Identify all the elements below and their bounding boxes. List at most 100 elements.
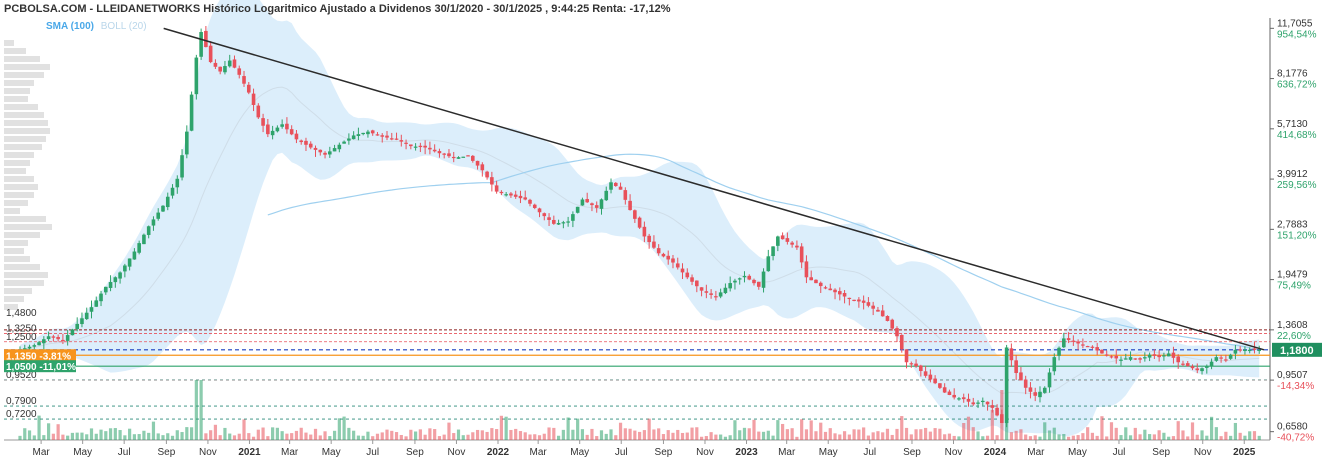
volume-bar xyxy=(757,431,761,440)
volume-bar xyxy=(1209,416,1214,440)
volume-bar xyxy=(108,428,113,440)
volume-profile-bar xyxy=(4,120,48,126)
volume-bar xyxy=(962,422,966,440)
candle-body xyxy=(146,226,151,235)
candle-body xyxy=(270,130,275,136)
volume-bar xyxy=(56,424,60,440)
volume-bar xyxy=(285,433,289,440)
volume-bar xyxy=(952,435,956,440)
volume-bar xyxy=(919,429,923,440)
level-tags: 1,1350 -3,81%1,0500 -11,01% xyxy=(4,349,76,373)
candle-body xyxy=(985,401,990,405)
volume-bar xyxy=(862,427,866,440)
candle-body xyxy=(389,138,394,140)
y-tick-pct: 22,60% xyxy=(1277,331,1311,342)
volume-bar xyxy=(375,433,380,440)
candle-body xyxy=(1238,349,1242,351)
volume-bar xyxy=(371,436,375,440)
candle-body xyxy=(1023,379,1028,388)
level-tag-label: 1,1350 -3,81% xyxy=(6,351,71,362)
candle-body xyxy=(175,178,180,188)
left-level-label: 1,2500 xyxy=(6,332,37,343)
trendline[interactable] xyxy=(163,27,1265,351)
volume-bar xyxy=(985,435,990,440)
volume-bar xyxy=(404,436,408,440)
volume-bar xyxy=(966,416,971,440)
volume-bar xyxy=(699,436,704,440)
x-tick-label: May xyxy=(73,447,92,458)
candle-body xyxy=(928,374,933,380)
volume-bar xyxy=(923,427,928,440)
candle-body xyxy=(590,203,594,206)
volume-bar xyxy=(156,433,160,440)
x-tick-label: Sep xyxy=(1152,447,1170,458)
volume-bar xyxy=(633,430,637,440)
candle-body xyxy=(451,156,456,159)
volume-bar xyxy=(866,435,870,440)
candle-body xyxy=(328,151,332,155)
volume-profile-bar xyxy=(4,128,50,134)
candle-body xyxy=(633,210,637,219)
volume-bar xyxy=(604,433,608,440)
volume-bar xyxy=(523,432,527,440)
candle-body xyxy=(447,153,451,157)
volume-bar xyxy=(547,427,551,440)
volume-bar xyxy=(366,431,370,440)
candle-body xyxy=(1033,392,1038,396)
volume-bar xyxy=(690,427,694,440)
candle-body xyxy=(733,280,737,283)
volume-profile-bar xyxy=(4,160,30,166)
volume-bar xyxy=(1176,421,1180,440)
volume-bar xyxy=(1233,422,1238,440)
candle-body xyxy=(1076,341,1080,344)
volume-bar xyxy=(595,436,599,440)
candle-body xyxy=(671,258,675,263)
candle-body xyxy=(1147,354,1152,358)
x-tick-label: Nov xyxy=(199,447,217,458)
x-tick-label: Nov xyxy=(448,447,466,458)
volume-bar xyxy=(1047,430,1052,440)
candle-body xyxy=(165,196,170,208)
volume-bar xyxy=(380,432,384,440)
candle-body xyxy=(351,135,356,140)
legend-sma[interactable]: SMA (100) xyxy=(46,21,94,32)
volume-profile-bar xyxy=(4,80,34,86)
volume-bar xyxy=(585,434,589,440)
volume-bar xyxy=(742,427,747,440)
volume-bar xyxy=(466,434,470,440)
volume-bar xyxy=(847,434,851,440)
volume-bar xyxy=(900,416,904,440)
candle-body xyxy=(776,236,780,246)
candle-body xyxy=(761,271,766,288)
volume-bar xyxy=(1009,432,1013,440)
candle-body xyxy=(232,59,237,68)
volume-bar xyxy=(61,434,65,440)
volume-bar xyxy=(1038,436,1042,440)
legend-boll[interactable]: BOLL (20) xyxy=(100,21,147,32)
candle-body xyxy=(494,185,499,192)
candle-body xyxy=(1195,368,1200,371)
candle-body xyxy=(871,305,875,309)
volume-bar xyxy=(871,432,875,440)
candle-body xyxy=(561,222,566,224)
candle-body xyxy=(914,363,918,367)
volume-profile-bar xyxy=(4,104,38,110)
volume-bar xyxy=(947,433,952,440)
candle-body xyxy=(847,297,852,300)
candle-body xyxy=(1243,349,1247,352)
candle-body xyxy=(61,339,65,342)
volume-bar xyxy=(1219,436,1223,440)
volume-profile-bar xyxy=(4,304,18,310)
candle-body xyxy=(142,234,146,245)
candle-body xyxy=(1252,348,1257,350)
candle-body xyxy=(756,281,761,287)
volume-bar xyxy=(1066,436,1071,440)
volume-bar xyxy=(1138,434,1142,440)
candle-body xyxy=(780,235,785,240)
x-tick-label: May xyxy=(819,447,838,458)
volume-bar xyxy=(704,436,708,440)
volume-profile-bar xyxy=(4,208,20,214)
volume-bar xyxy=(928,431,932,440)
candle-body xyxy=(709,293,713,295)
candle-body xyxy=(42,339,46,344)
